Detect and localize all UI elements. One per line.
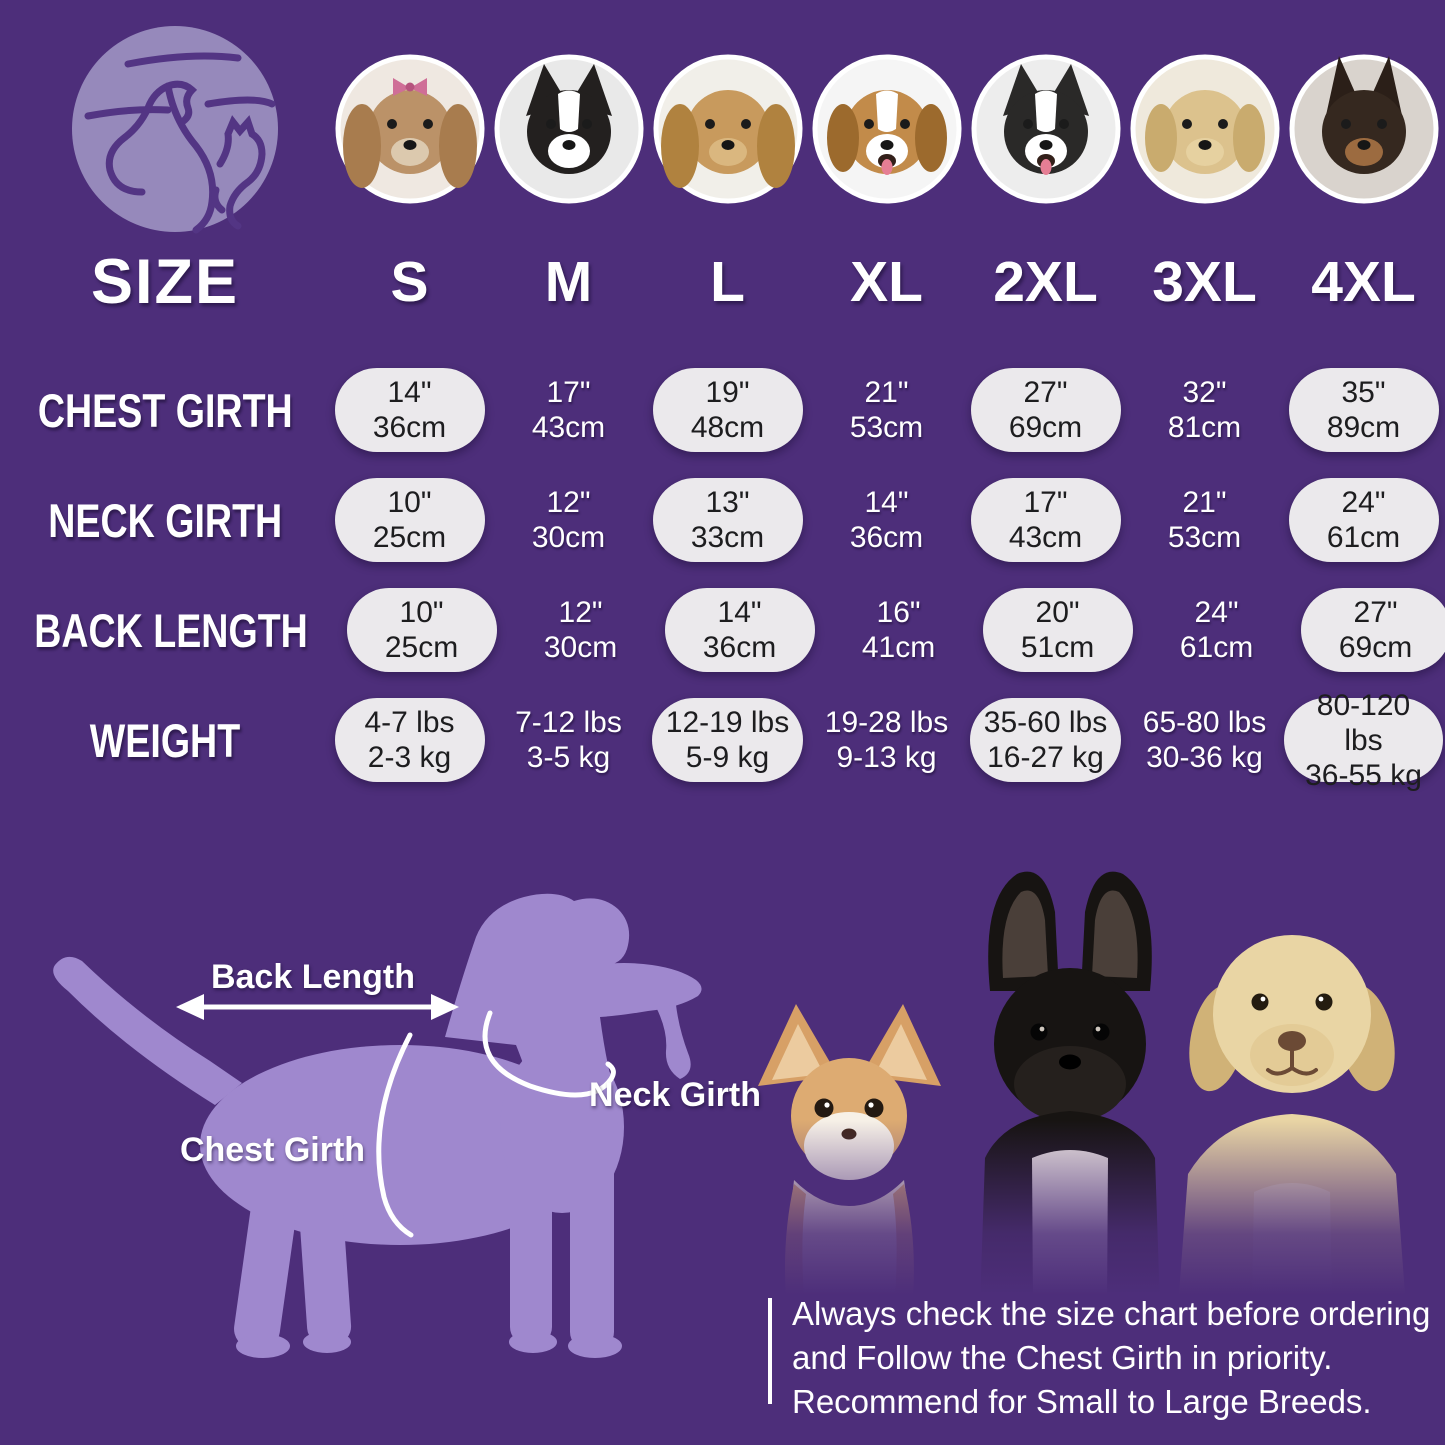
size-column-header: 3XL [1152,250,1257,314]
measurement-value: 19-28 lbs 9-13 kg [824,706,949,774]
measurement-value: 4-7 lbs 2-3 kg [334,698,485,782]
measurement-value: 24" 61cm [1288,478,1439,562]
size-table-row: BACK LENGTH 10" 25cm 12" 30cm 14" 36cm 16" 41cm 2… [0,575,1445,685]
breed-photo-doberman-icon [1289,54,1439,204]
measurement-value: 14" 36cm [664,588,815,672]
measurement-value: 32" 81cm [1167,376,1242,444]
chest-girth-label: Chest Girth [179,1131,366,1169]
measurement-value: 17" 43cm [970,478,1121,562]
size-column-header: 2XL [993,250,1098,314]
row-label: BACK LENGTH [34,603,308,657]
measurement-value: 17" 43cm [531,376,606,444]
measurement-value: 14" 36cm [849,486,924,554]
size-column-header: XL [850,250,923,314]
measurement-value: 21" 53cm [849,376,924,444]
size-table-row: CHEST GIRTH 14" 36cm 17" 43cm 19" 48cm 21" 53cm 2… [0,355,1445,465]
size-column-header: S [390,250,429,314]
measurement-value: 12" 30cm [531,486,606,554]
size-column-header: 4XL [1311,250,1416,314]
dog-silhouette-diagram [53,893,702,1358]
measurement-value: 13" 33cm [652,478,803,562]
breed-photo-labrador-icon [1130,54,1280,204]
size-letters-row: S M L XL 2XL 3XL 4XL [330,249,1443,315]
breed-photo-cocker-spaniel-icon [653,54,803,204]
measurement-value: 20" 51cm [982,588,1133,672]
measurement-value: 12" 30cm [543,596,618,664]
dog-and-cat-logo-icon [72,26,278,234]
neck-girth-line [482,1010,616,1098]
measurement-value: 16" 41cm [861,596,936,664]
breed-photo-beagle-icon [812,54,962,204]
row-label: NECK GIRTH [48,493,282,547]
measurement-value: 10" 25cm [334,478,485,562]
size-table-rows: CHEST GIRTH 14" 36cm 17" 43cm 19" 48cm 21" 53cm 2… [0,355,1445,795]
size-header-row: SIZE S M L XL 2XL 3XL 4XL [0,244,1445,320]
measurement-value: 19" 48cm [652,368,803,452]
bottom-fade-overlay [720,1120,1445,1310]
chest-girth-line [376,1032,414,1238]
size-column-header: L [710,250,745,314]
size-title: SIZE [90,247,240,317]
size-note: Always check the size chart before order… [768,1292,1430,1424]
breed-photo-shih-tzu-icon [335,54,485,204]
measurement-value: 10" 25cm [346,588,497,672]
breed-photo-boston-terrier-icon [494,54,644,204]
back-length-label: Back Length [210,958,416,996]
measurement-value: 24" 61cm [1179,596,1254,664]
measurement-value: 35" 89cm [1288,368,1439,452]
row-label: WEIGHT [89,713,241,767]
measurement-value: 65-80 lbs 30-36 kg [1142,706,1267,774]
measurement-value: 12-19 lbs 5-9 kg [651,698,804,782]
measurement-value: 14" 36cm [334,368,485,452]
neck-girth-label: Neck Girth [589,1076,761,1114]
size-table-row: NECK GIRTH 10" 25cm 12" 30cm 13" 33cm 14" 36cm 17… [0,465,1445,575]
measurement-value: 27" 69cm [1300,588,1445,672]
note-divider [768,1298,772,1404]
row-label: CHEST GIRTH [37,383,293,437]
breed-photo-border-collie-icon [971,54,1121,204]
size-column-header: M [544,250,593,314]
breed-photo-row [335,54,1439,204]
note-text: Always check the size chart before order… [792,1295,1431,1420]
measurement-value: 7-12 lbs 3-5 kg [515,706,622,774]
measurement-value: 27" 69cm [970,368,1121,452]
size-table-row: WEIGHT 4-7 lbs 2-3 kg 7-12 lbs 3-5 kg 12-19 l… [0,685,1445,795]
measurement-value: 35-60 lbs 16-27 kg [969,698,1122,782]
measurement-value: 80-120 lbs 36-55 kg [1284,689,1443,792]
measurement-value: 21" 53cm [1167,486,1242,554]
